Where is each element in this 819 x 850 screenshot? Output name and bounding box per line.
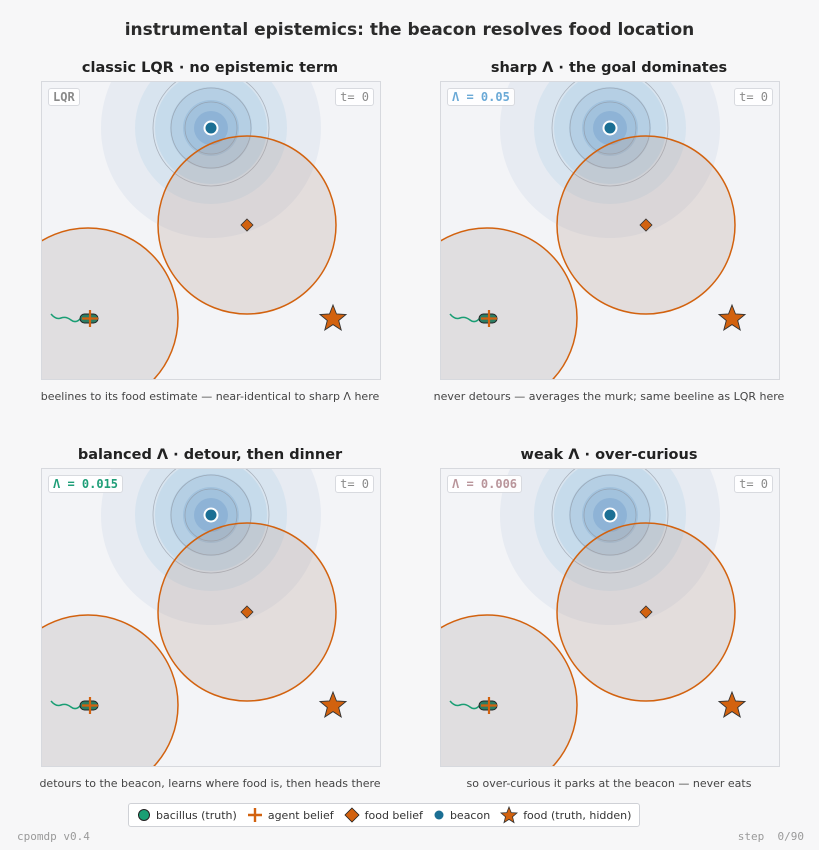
beacon-contour xyxy=(583,101,637,155)
legend: bacillus (truth) agent belief food belie… xyxy=(128,803,641,827)
food-truth-marker xyxy=(318,690,348,719)
beacon-contour xyxy=(152,469,270,574)
beacon-contour xyxy=(170,87,252,169)
beacon-marker xyxy=(604,509,616,521)
agent-belief-region xyxy=(42,227,179,379)
panel-caption: detours to the beacon, learns where food… xyxy=(39,777,381,790)
lambda-tag: Λ = 0.006 xyxy=(447,475,523,493)
scene-canvas xyxy=(42,469,348,766)
beacon-marker xyxy=(604,122,616,134)
legend-item-food-belief: food belief xyxy=(344,807,423,823)
legend-label: food belief xyxy=(364,808,423,822)
beacon-marker xyxy=(205,122,217,134)
legend-item-beacon: beacon xyxy=(433,809,490,822)
beacon-contour xyxy=(152,82,270,187)
agent-belief-region xyxy=(441,227,578,379)
lambda-tag: LQR xyxy=(48,88,80,106)
agent-belief-marker xyxy=(82,310,98,327)
scene-canvas xyxy=(42,82,348,379)
legend-item-bacillus: bacillus (truth) xyxy=(137,808,237,822)
scene-canvas xyxy=(441,82,747,379)
bacillus-tail xyxy=(50,700,82,710)
panel-title: balanced Λ · detour, then dinner xyxy=(77,447,343,463)
legend-label: beacon xyxy=(449,808,491,822)
panel-title: classic LQR · no epistemic term xyxy=(81,60,339,76)
beacon-contour xyxy=(170,474,252,556)
beacon-contour xyxy=(551,82,669,187)
time-tag: t= 0 xyxy=(335,88,374,106)
page-title: instrumental epistemics: the beacon reso… xyxy=(124,20,695,40)
plot-area: Λ = 0.015 t= 0 xyxy=(41,468,381,767)
beacon-contour xyxy=(551,469,669,574)
plus-icon xyxy=(247,808,262,822)
beacon-icon xyxy=(434,810,444,820)
time-tag: t= 0 xyxy=(335,475,374,493)
lambda-tag: Λ = 0.05 xyxy=(447,88,515,106)
legend-item-food-truth: food (truth, hidden) xyxy=(500,806,631,824)
scene-canvas xyxy=(441,469,747,766)
legend-label: bacillus (truth) xyxy=(156,808,237,822)
step-counter: step 0/90 xyxy=(737,830,804,843)
plot-area: Λ = 0.05 t= 0 xyxy=(440,81,780,380)
beacon-contour xyxy=(184,101,238,155)
beacon-contour xyxy=(184,488,238,542)
food-belief-marker xyxy=(240,218,254,232)
panel-title: weak Λ · over-curious xyxy=(520,447,698,463)
panel-title: sharp Λ · the goal dominates xyxy=(490,60,728,76)
food-truth-marker xyxy=(318,303,348,332)
food-truth-marker xyxy=(717,303,747,332)
beacon-contour xyxy=(583,488,637,542)
bacillus-icon xyxy=(138,809,150,821)
plot-area: Λ = 0.006 t= 0 xyxy=(440,468,780,767)
panel-caption: beelines to its food estimate — near-ide… xyxy=(40,390,380,403)
agent-belief-marker xyxy=(481,310,497,327)
bacillus-tail xyxy=(449,700,481,710)
bacillus-tail xyxy=(449,313,481,323)
agent-belief-marker xyxy=(82,697,98,714)
food-belief-marker xyxy=(639,218,653,232)
food-truth-marker xyxy=(717,690,747,719)
food-belief-marker xyxy=(639,605,653,619)
time-tag: t= 0 xyxy=(734,88,773,106)
food-belief-marker xyxy=(240,605,254,619)
plot-area: LQR t= 0 xyxy=(41,81,381,380)
star-icon xyxy=(500,806,519,824)
agent-belief-marker xyxy=(481,697,497,714)
agent-belief-region xyxy=(441,614,578,766)
beacon-marker xyxy=(205,509,217,521)
agent-belief-region xyxy=(42,614,179,766)
version-label: cpomdp v0.4 xyxy=(17,830,90,843)
time-tag: t= 0 xyxy=(734,475,773,493)
panel-caption: never detours — averages the murk; same … xyxy=(433,390,785,403)
legend-label: food (truth, hidden) xyxy=(523,808,632,822)
beacon-contour xyxy=(569,474,651,556)
legend-label: agent belief xyxy=(267,808,334,822)
beacon-contour xyxy=(569,87,651,169)
diamond-icon xyxy=(344,807,360,823)
bacillus-tail xyxy=(50,313,82,323)
panel-caption: so over-curious it parks at the beacon —… xyxy=(466,777,752,790)
lambda-tag: Λ = 0.015 xyxy=(48,475,124,493)
legend-item-agent-belief: agent belief xyxy=(247,807,334,823)
